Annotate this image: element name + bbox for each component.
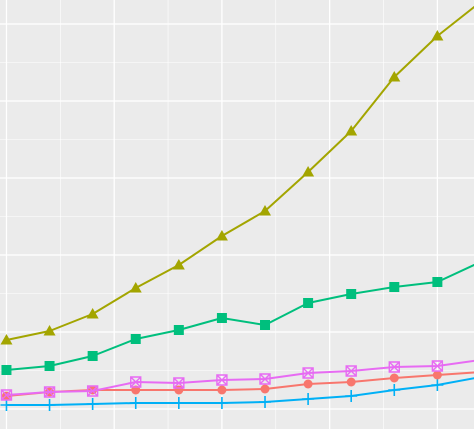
data-point <box>345 365 357 377</box>
data-point <box>431 30 444 41</box>
data-point <box>389 373 399 383</box>
data-point <box>260 384 270 394</box>
data-point <box>303 298 314 308</box>
series-square <box>1 263 474 375</box>
series-square-cross <box>0 359 474 401</box>
data-point <box>0 389 13 401</box>
data-point <box>173 325 184 335</box>
data-point <box>431 360 444 372</box>
data-point <box>86 308 99 319</box>
data-point <box>44 361 55 371</box>
data-point <box>130 376 142 388</box>
data-point <box>173 377 185 389</box>
data-point <box>215 397 228 409</box>
data-point <box>87 351 98 361</box>
series-line <box>6 359 474 396</box>
data-point <box>346 377 356 387</box>
data-point <box>259 396 272 408</box>
data-point <box>86 385 99 397</box>
series-line <box>6 377 474 406</box>
data-point <box>216 374 228 386</box>
data-point <box>130 334 141 344</box>
data-point <box>43 386 56 398</box>
data-point <box>172 259 185 270</box>
data-point <box>259 205 272 216</box>
data-point <box>172 397 185 409</box>
data-point <box>345 125 358 136</box>
data-point <box>302 166 315 177</box>
data-point <box>43 325 56 336</box>
data-point <box>302 393 315 405</box>
data-point <box>431 379 444 391</box>
data-point <box>432 370 442 380</box>
data-point <box>1 365 12 375</box>
data-point <box>129 397 142 409</box>
series-plus <box>0 377 474 411</box>
data-point <box>303 379 313 389</box>
data-point <box>86 398 99 410</box>
data-point <box>388 384 401 396</box>
data-point <box>0 334 13 345</box>
data-point <box>215 230 228 241</box>
data-point <box>0 399 13 411</box>
data-point <box>129 282 142 293</box>
data-point <box>388 71 401 82</box>
data-point <box>216 313 227 323</box>
data-point <box>388 361 400 373</box>
data-point <box>259 373 271 385</box>
data-point <box>302 367 314 379</box>
data-point <box>346 289 357 299</box>
series-line <box>6 263 474 371</box>
data-point <box>389 282 400 292</box>
series-group <box>0 5 474 411</box>
data-point <box>260 320 271 330</box>
series-triangle <box>0 5 474 345</box>
data-point <box>432 277 443 287</box>
data-point <box>43 399 56 411</box>
data-point <box>131 385 141 395</box>
data-point <box>345 390 358 402</box>
data-point <box>1 391 11 401</box>
series-line <box>6 5 474 341</box>
data-point <box>217 385 227 395</box>
